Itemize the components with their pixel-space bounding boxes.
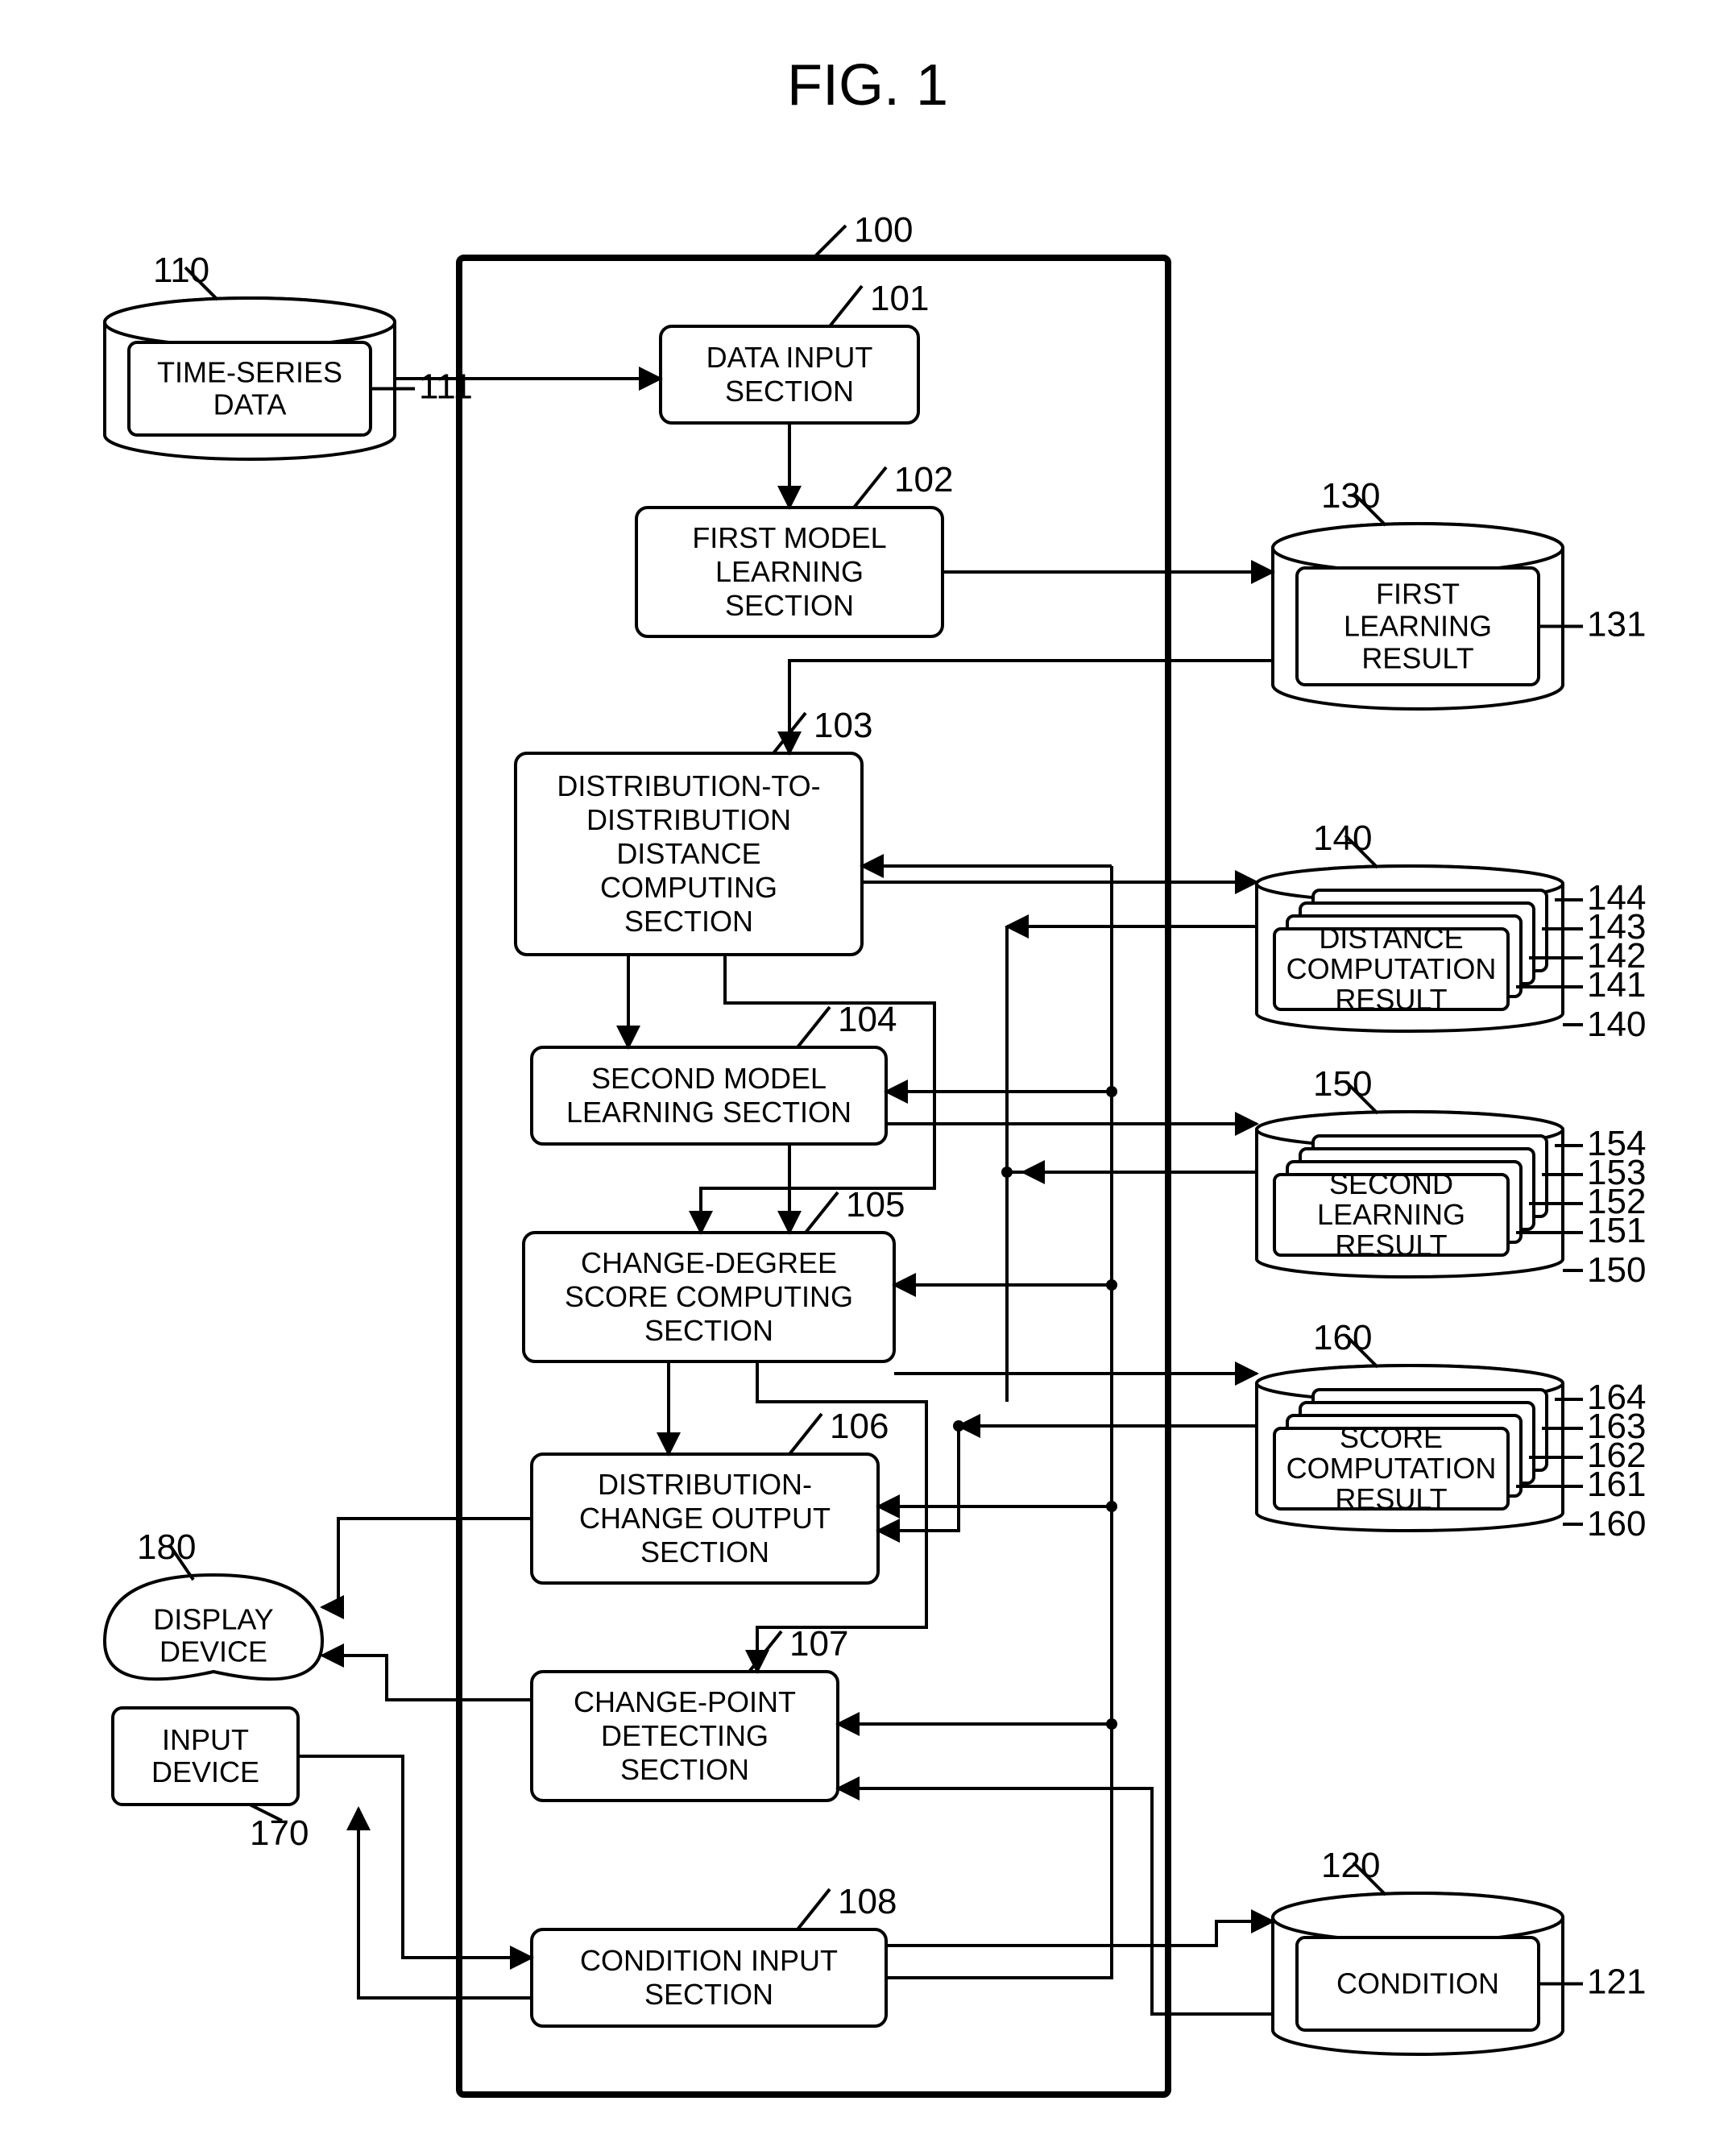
svg-text:DISTRIBUTION-TO-: DISTRIBUTION-TO- bbox=[557, 769, 820, 802]
svg-text:FIRST: FIRST bbox=[1376, 578, 1460, 611]
svg-text:CONDITION: CONDITION bbox=[1336, 1967, 1499, 2000]
svg-text:107: 107 bbox=[789, 1624, 848, 1664]
svg-text:DISTANCE: DISTANCE bbox=[1319, 922, 1463, 955]
svg-text:111: 111 bbox=[419, 367, 473, 407]
svg-text:121: 121 bbox=[1587, 1962, 1646, 2002]
svg-text:DATA: DATA bbox=[213, 388, 287, 421]
svg-text:SECTION: SECTION bbox=[640, 1535, 769, 1569]
svg-text:CHANGE OUTPUT: CHANGE OUTPUT bbox=[579, 1502, 831, 1535]
ref-100-leader bbox=[814, 226, 846, 258]
stack-140: 140DISTANCECOMPUTATIONRESULT144143142141… bbox=[1257, 818, 1646, 1044]
svg-text:DEVICE: DEVICE bbox=[151, 1755, 259, 1788]
stack-160: 160SCORECOMPUTATIONRESULT164163162161160 bbox=[1257, 1318, 1646, 1544]
block-b106: DISTRIBUTION-CHANGE OUTPUTSECTION 106 bbox=[532, 1407, 889, 1583]
svg-text:SECTION: SECTION bbox=[644, 1978, 773, 2011]
svg-text:DISPLAY: DISPLAY bbox=[153, 1603, 273, 1636]
svg-text:150: 150 bbox=[1587, 1250, 1646, 1290]
cyl-130: FIRSTLEARNINGRESULT130131 bbox=[1273, 476, 1646, 709]
figure-title: FIG. 1 bbox=[787, 53, 948, 118]
svg-text:LEARNING SECTION: LEARNING SECTION bbox=[566, 1096, 851, 1129]
svg-text:SECOND MODEL: SECOND MODEL bbox=[591, 1062, 827, 1095]
svg-text:CONDITION INPUT: CONDITION INPUT bbox=[580, 1944, 838, 1977]
svg-text:101: 101 bbox=[870, 279, 929, 318]
svg-text:COMPUTATION: COMPUTATION bbox=[1286, 952, 1497, 985]
svg-text:LEARNING: LEARNING bbox=[715, 555, 864, 588]
svg-text:160: 160 bbox=[1587, 1504, 1646, 1544]
cyl-110: TIME-SERIESDATA110111 bbox=[105, 251, 473, 459]
svg-text:CHANGE-DEGREE: CHANGE-DEGREE bbox=[581, 1246, 837, 1279]
svg-text:DETECTING: DETECTING bbox=[601, 1719, 769, 1752]
svg-text:105: 105 bbox=[846, 1185, 905, 1225]
svg-text:LEARNING: LEARNING bbox=[1344, 610, 1492, 643]
svg-text:RESULT: RESULT bbox=[1335, 983, 1447, 1016]
svg-text:103: 103 bbox=[814, 706, 872, 745]
svg-text:SECTION: SECTION bbox=[620, 1753, 749, 1786]
svg-text:SECTION: SECTION bbox=[644, 1314, 773, 1347]
svg-text:SECTION: SECTION bbox=[725, 589, 854, 622]
svg-text:DISTANCE: DISTANCE bbox=[616, 837, 760, 870]
svg-text:DEVICE: DEVICE bbox=[160, 1635, 267, 1668]
block-b107: CHANGE-POINTDETECTINGSECTION 107 bbox=[532, 1624, 848, 1801]
svg-text:INPUT: INPUT bbox=[162, 1723, 249, 1756]
svg-text:161: 161 bbox=[1587, 1465, 1646, 1504]
svg-text:DATA INPUT: DATA INPUT bbox=[706, 341, 873, 374]
block-b105: CHANGE-DEGREESCORE COMPUTINGSECTION 105 bbox=[524, 1185, 905, 1361]
svg-text:DISTRIBUTION: DISTRIBUTION bbox=[586, 803, 791, 836]
svg-text:104: 104 bbox=[838, 1000, 897, 1039]
svg-text:151: 151 bbox=[1587, 1211, 1646, 1250]
svg-text:RESULT: RESULT bbox=[1361, 642, 1473, 675]
svg-text:108: 108 bbox=[838, 1882, 897, 1921]
svg-text:COMPUTING: COMPUTING bbox=[600, 871, 777, 904]
block-b101: DATA INPUTSECTION 101 bbox=[661, 279, 929, 423]
input-device: INPUTDEVICE170 bbox=[113, 1708, 309, 1853]
svg-text:RESULT: RESULT bbox=[1335, 1229, 1447, 1262]
block-b102: FIRST MODELLEARNINGSECTION 102 bbox=[636, 460, 953, 636]
stack-150: 150SECONDLEARNINGRESULT154153152151150 bbox=[1257, 1064, 1646, 1290]
svg-text:131: 131 bbox=[1587, 605, 1646, 644]
svg-text:CHANGE-POINT: CHANGE-POINT bbox=[574, 1685, 796, 1718]
svg-text:180: 180 bbox=[137, 1527, 196, 1567]
svg-text:DISTRIBUTION-: DISTRIBUTION- bbox=[598, 1468, 812, 1501]
svg-text:SECOND: SECOND bbox=[1329, 1167, 1453, 1200]
svg-text:140: 140 bbox=[1587, 1005, 1646, 1044]
svg-text:RESULT: RESULT bbox=[1335, 1482, 1447, 1515]
ref-100: 100 bbox=[854, 210, 913, 250]
svg-text:COMPUTATION: COMPUTATION bbox=[1286, 1452, 1497, 1485]
svg-text:SECTION: SECTION bbox=[725, 375, 854, 408]
svg-text:102: 102 bbox=[894, 460, 953, 499]
figure-1-diagram: FIG. 1 100 DATA INPUTSECTION101FIRST MOD… bbox=[0, 0, 1736, 2155]
svg-text:LEARNING: LEARNING bbox=[1317, 1198, 1465, 1231]
block-b104: SECOND MODELLEARNING SECTION 104 bbox=[532, 1000, 897, 1144]
cyl-120: CONDITION120121 bbox=[1273, 1846, 1646, 2054]
svg-text:SECTION: SECTION bbox=[624, 905, 753, 938]
block-b108: CONDITION INPUTSECTION 108 bbox=[532, 1882, 897, 2026]
svg-text:SCORE: SCORE bbox=[1340, 1421, 1443, 1454]
block-b103: DISTRIBUTION-TO-DISTRIBUTIONDISTANCECOMP… bbox=[516, 706, 872, 955]
display-device: DISPLAYDEVICE 180 bbox=[105, 1527, 322, 1679]
svg-text:SCORE COMPUTING: SCORE COMPUTING bbox=[565, 1280, 853, 1313]
svg-text:141: 141 bbox=[1587, 965, 1646, 1005]
svg-text:TIME-SERIES: TIME-SERIES bbox=[157, 356, 342, 389]
svg-text:FIRST MODEL: FIRST MODEL bbox=[692, 521, 886, 554]
svg-text:106: 106 bbox=[830, 1407, 889, 1446]
